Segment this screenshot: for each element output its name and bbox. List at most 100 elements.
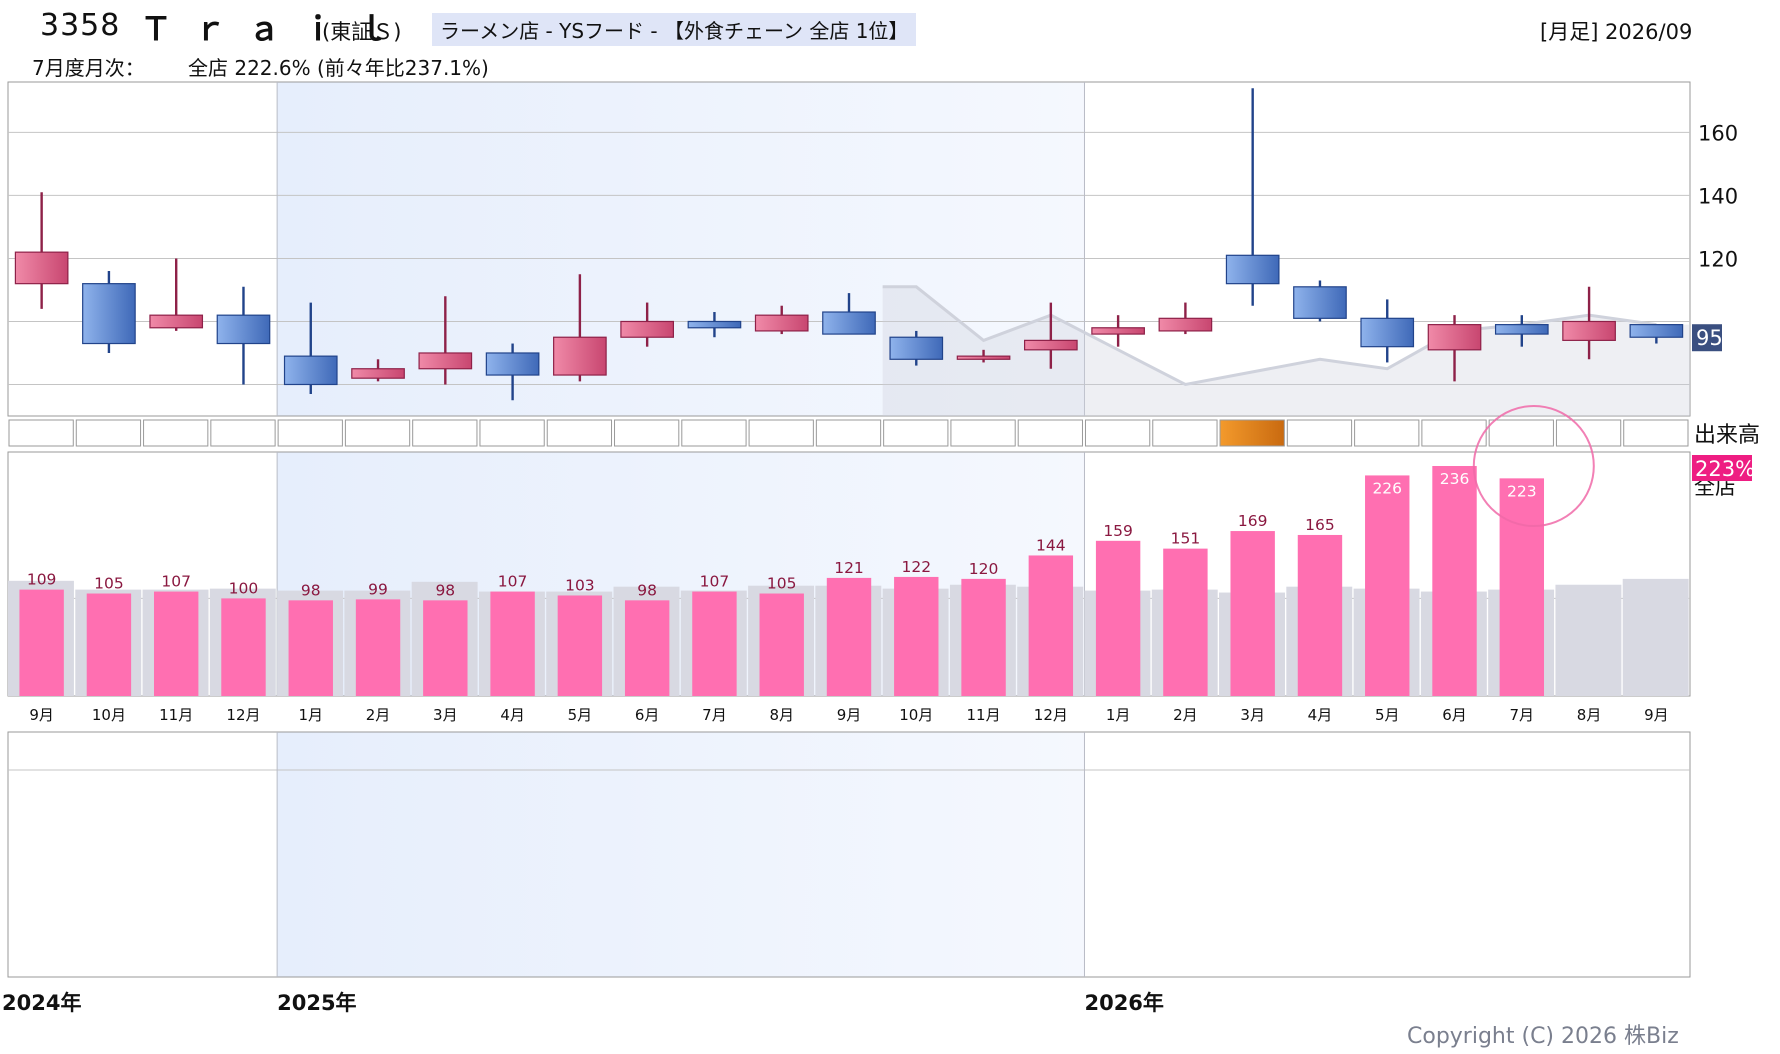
- month-label: 7月: [702, 706, 727, 724]
- bar-data-label: 151: [1171, 530, 1201, 548]
- stock-code: 3358: [40, 8, 121, 43]
- bar-data-label: 105: [94, 575, 124, 593]
- volume-cell: [1152, 419, 1218, 447]
- volume-cell: [614, 419, 680, 447]
- candle-body: [1427, 324, 1482, 351]
- bar-data-label: 226: [1372, 479, 1402, 497]
- candle-body: [82, 283, 136, 345]
- candle-body: [1629, 324, 1684, 338]
- month-label: 9月: [29, 706, 54, 724]
- period-label: [月足] 2026/09: [1540, 20, 1693, 44]
- company-name: Ｔｒａｉｌ: [140, 10, 411, 48]
- volume-cell: [479, 419, 545, 447]
- year-label: 2025年: [277, 991, 356, 1015]
- bar-data-label: 236: [1440, 470, 1470, 488]
- month-label: 12月: [1034, 706, 1068, 724]
- volume-cell: [1084, 419, 1151, 447]
- monthly-sales-bar: [1230, 531, 1275, 696]
- month-label: 2月: [366, 706, 391, 724]
- candle-body: [149, 314, 204, 329]
- bar-data-label: 98: [301, 581, 321, 599]
- candle-body: [418, 352, 473, 370]
- price-tick-label: 160: [1698, 121, 1738, 145]
- prior-year-bar: [1622, 578, 1689, 696]
- monthly-sales-bar: [423, 600, 468, 696]
- bar-data-label: 107: [161, 573, 191, 591]
- last-price-badge: [1692, 324, 1722, 352]
- volume-cell: [210, 419, 276, 447]
- monthly-sales-bar: [1499, 478, 1545, 696]
- monthly-sales-bar: [894, 576, 939, 696]
- volume-cell: [8, 419, 74, 447]
- monthly-sales-bar: [1365, 475, 1410, 696]
- month-label: 10月: [92, 706, 126, 724]
- bar-data-label: 169: [1238, 512, 1268, 530]
- month-label: 4月: [1308, 706, 1333, 724]
- month-label: 11月: [159, 706, 193, 724]
- candle-body: [1024, 339, 1078, 351]
- month-label: 4月: [500, 706, 525, 724]
- candle-body: [1360, 317, 1415, 348]
- year-band-2025: [277, 732, 1085, 977]
- volume-cell: [1286, 419, 1353, 447]
- monthly-sales-bar: [1028, 555, 1074, 696]
- month-label: 8月: [1577, 706, 1602, 724]
- month-label: 11月: [967, 706, 1001, 724]
- bar-data-label: 100: [229, 579, 259, 597]
- volume-cell: [1219, 419, 1285, 447]
- volume-cell: [748, 419, 814, 447]
- volume-cell: [344, 419, 411, 447]
- month-label: 5月: [568, 706, 593, 724]
- bar-data-label: 103: [565, 576, 595, 594]
- volume-cell: [1017, 419, 1083, 447]
- bar-data-label: 107: [498, 573, 528, 591]
- monthly-sales-bar: [490, 591, 535, 696]
- bar-data-label: 120: [969, 560, 999, 578]
- month-label: 10月: [899, 706, 933, 724]
- month-label: 12月: [226, 706, 260, 724]
- monthly-sales-bar: [1297, 534, 1343, 696]
- monthly-sales-bar: [19, 589, 64, 696]
- bar-data-label: 99: [368, 580, 388, 598]
- candle-body: [216, 314, 271, 345]
- candle-body: [1091, 327, 1145, 335]
- month-label: 7月: [1510, 706, 1535, 724]
- month-label: 9月: [837, 706, 862, 724]
- monthly-sales-bar: [1095, 540, 1141, 696]
- candle-body: [1293, 286, 1347, 319]
- year-label: 2024年: [2, 991, 81, 1015]
- bar-data-label: 165: [1305, 516, 1335, 534]
- bar-data-label: 98: [435, 581, 455, 599]
- comparison-area: [882, 286, 1690, 416]
- year-label: 2026年: [1084, 991, 1163, 1015]
- month-label: 3月: [433, 706, 458, 724]
- last-price-label: 95: [1696, 326, 1723, 350]
- monthly-sales-bar: [826, 577, 872, 696]
- prior-year-bar: [1555, 584, 1622, 696]
- candle-body: [1562, 320, 1616, 341]
- monthly-sales-bar: [692, 591, 737, 696]
- candle-body: [889, 336, 944, 360]
- month-label: 6月: [635, 706, 660, 724]
- volume-cell: [681, 419, 747, 447]
- bar-data-label: 122: [901, 558, 931, 576]
- monthly-sales-bar: [557, 595, 603, 696]
- candle-body: [822, 311, 876, 335]
- monthly-sales-bar: [221, 598, 266, 696]
- candle-body: [1494, 324, 1549, 335]
- volume-cell: [277, 419, 343, 447]
- volume-cell: [1421, 419, 1487, 447]
- candle-body: [1158, 317, 1213, 332]
- bar-data-label: 98: [637, 581, 657, 599]
- indicator-panel-frame: [7, 731, 1691, 978]
- candle-body: [1225, 254, 1280, 285]
- bar-data-label: 105: [767, 575, 797, 593]
- industry-badge[interactable]: ラーメン店 - YSフード - 【外食チェーン 全店 1位】: [432, 13, 917, 46]
- monthly-sales-bar: [961, 578, 1006, 696]
- month-label: 1月: [298, 706, 323, 724]
- bar-data-label: 223: [1507, 482, 1537, 500]
- volume-cell: [883, 419, 949, 447]
- bar-data-label: 109: [27, 571, 57, 589]
- bar-data-label: 144: [1036, 536, 1066, 554]
